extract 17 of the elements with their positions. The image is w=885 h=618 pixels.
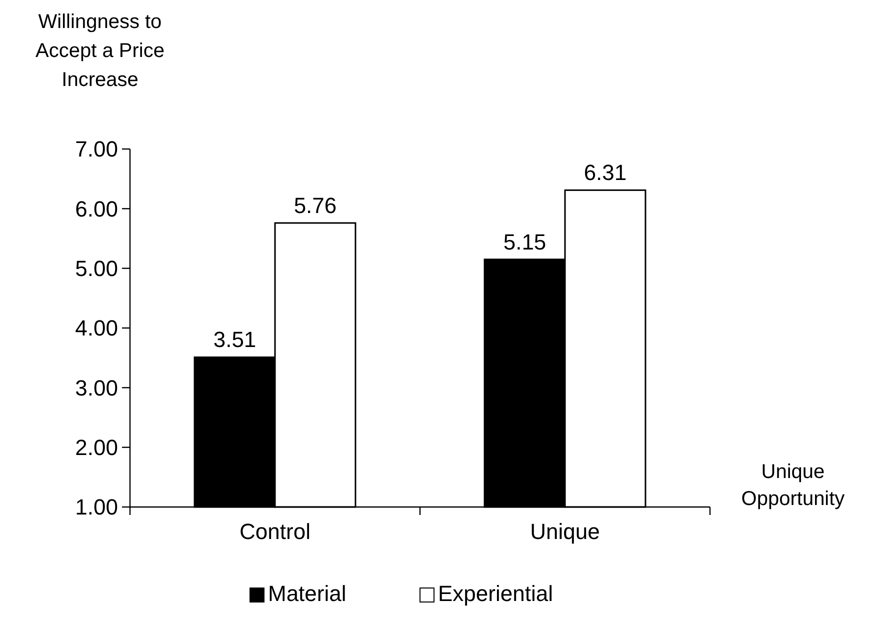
legend-label: Experiential xyxy=(438,581,553,606)
x-tick-label: Unique xyxy=(530,519,600,544)
y-axis-title: Willingness to Accept a Price Increase xyxy=(36,11,164,91)
x-axis-title: Unique Opportunity xyxy=(741,461,845,510)
y-tick-label: 3.00 xyxy=(75,375,118,400)
data-label: 3.51 xyxy=(213,327,256,352)
y-tick-label: 6.00 xyxy=(75,196,118,222)
y-tick-label: 5.00 xyxy=(75,256,118,282)
y-tick-label: 7.00 xyxy=(75,136,118,162)
data-label: 6.31 xyxy=(584,160,627,186)
y-tick-label: 2.00 xyxy=(75,435,118,460)
data-label: 5.76 xyxy=(294,192,337,218)
data-label: 5.15 xyxy=(503,229,546,254)
y-tick-label: 4.00 xyxy=(75,316,118,341)
x-tick-label: Control xyxy=(240,519,310,544)
y-tick-label: 1.00 xyxy=(75,494,118,520)
legend-label: Material xyxy=(268,581,346,606)
